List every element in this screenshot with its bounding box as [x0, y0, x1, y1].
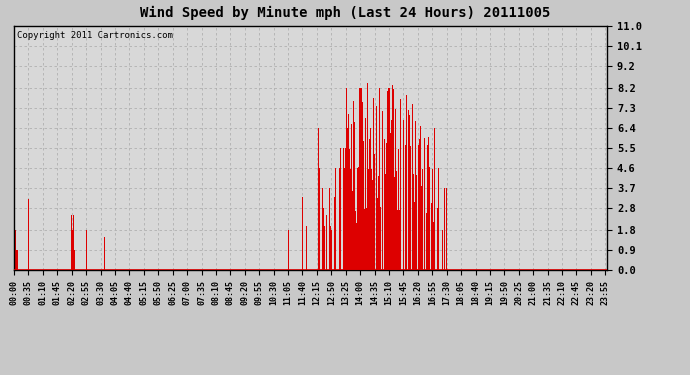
Text: Copyright 2011 Cartronics.com: Copyright 2011 Cartronics.com	[17, 31, 172, 40]
Text: Wind Speed by Minute mph (Last 24 Hours) 20111005: Wind Speed by Minute mph (Last 24 Hours)…	[140, 6, 550, 20]
